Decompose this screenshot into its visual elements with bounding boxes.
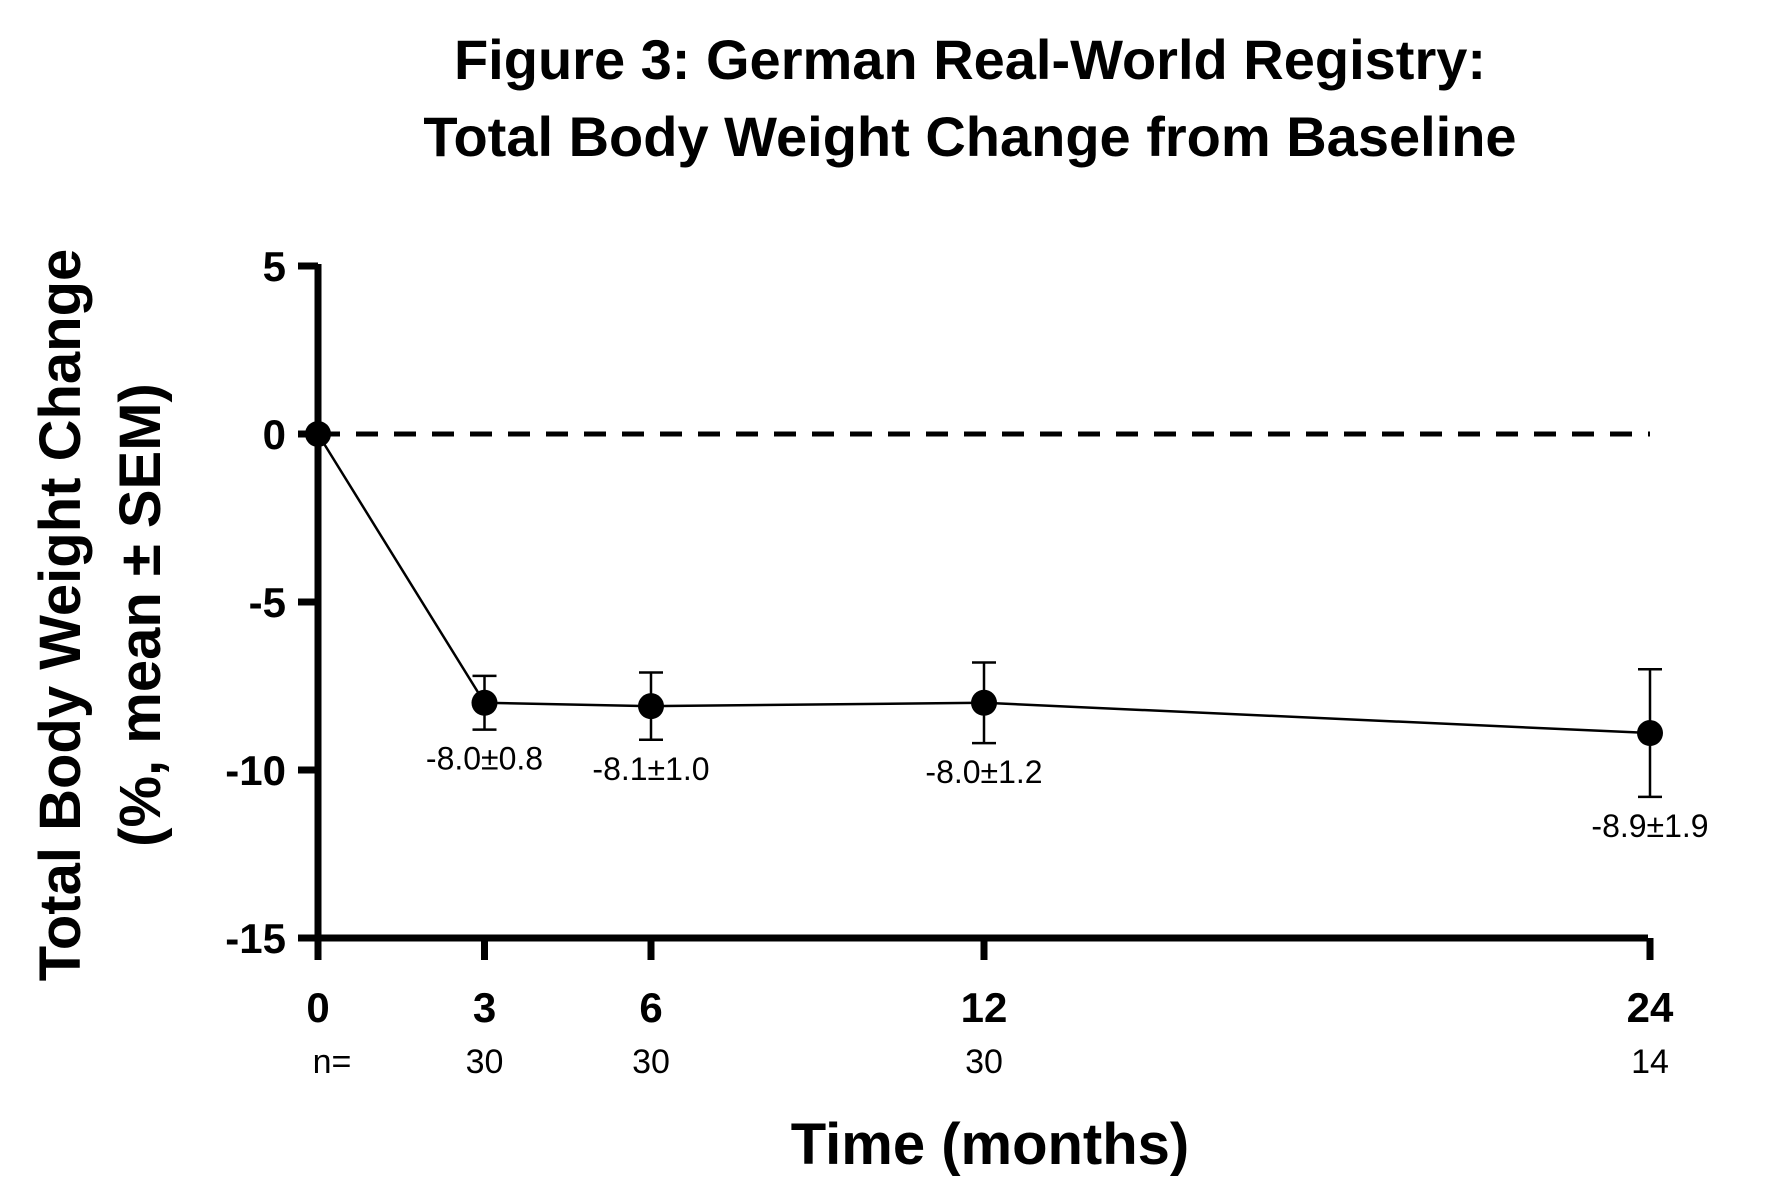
data-point (1637, 720, 1663, 747)
x-tick-label: 24 (1627, 984, 1674, 1031)
chart-title-line-1: Figure 3: German Real-World Registry: (454, 28, 1486, 91)
x-tick-label: 6 (639, 984, 662, 1031)
n-value-label: 14 (1631, 1043, 1669, 1081)
x-axis-title: Time (months) (791, 1112, 1190, 1177)
n-value-label: 30 (632, 1043, 670, 1081)
y-tick-label: 5 (263, 243, 286, 290)
data-label: -8.0±0.8 (426, 741, 543, 777)
y-tick-label: -15 (225, 915, 286, 962)
data-point (471, 689, 498, 716)
n-value-label: 30 (965, 1043, 1003, 1081)
n-value-label: 30 (466, 1043, 504, 1081)
data-label: -8.1±1.0 (592, 751, 709, 787)
data-point (305, 421, 331, 447)
y-tick-label: 0 (263, 411, 286, 458)
y-tick-label: -10 (225, 747, 286, 794)
x-tick-label: 0 (306, 984, 329, 1031)
x-tick-label: 12 (961, 984, 1008, 1031)
chart-title-line-2: Total Body Weight Change from Baseline (423, 105, 1516, 168)
y-axis-title-line-1: Total Body Weight Change (28, 249, 93, 982)
data-point (638, 693, 664, 720)
y-tick-label: -5 (249, 579, 286, 626)
data-point (971, 689, 997, 716)
data-label: -8.9±1.9 (1591, 808, 1708, 844)
y-axis-title-line-2: (%, mean ± SEM) (108, 383, 173, 847)
x-tick-label: 3 (473, 984, 496, 1031)
data-label: -8.0±1.2 (925, 754, 1042, 790)
n-prefix-label: n= (313, 1043, 352, 1081)
